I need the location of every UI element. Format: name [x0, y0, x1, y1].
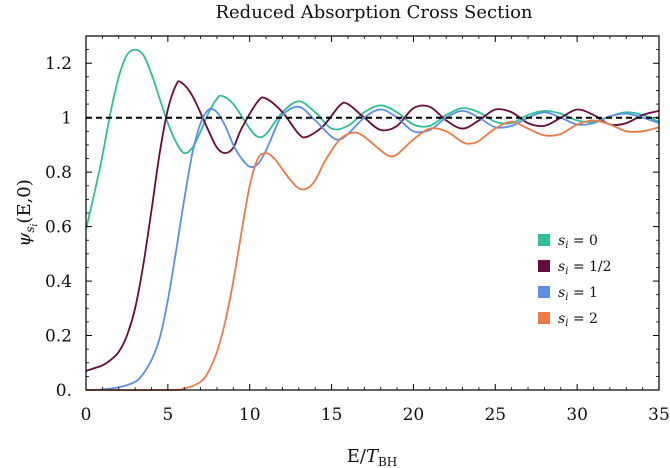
series-line-3	[85, 119, 660, 392]
y-tick-label: 1.2	[45, 54, 72, 74]
legend-swatch-0	[538, 234, 550, 246]
y-tick-label: 1	[61, 109, 72, 129]
y-tick-label: 0.6	[45, 218, 72, 238]
x-tick-label: 25	[484, 405, 506, 425]
y-axis-ticks: 0. 0.2 0.4 0.6 0.8 1 1.2	[45, 49, 659, 401]
legend-label-2: si = 1	[558, 285, 598, 303]
x-tick-label: 30	[566, 405, 588, 425]
y-tick-label: 0.2	[45, 327, 72, 347]
x-tick-label: 0	[81, 405, 92, 425]
x-tick-label: 15	[321, 405, 343, 425]
plot-frame	[85, 35, 660, 391]
chart-title: Reduced Absorption Cross Section	[215, 2, 532, 23]
x-tick-label: 35	[648, 405, 670, 425]
x-tick-label: 5	[162, 405, 173, 425]
y-tick-label: 0.4	[45, 272, 72, 292]
y-tick-label: 0.8	[45, 163, 72, 183]
legend-label-3: si = 2	[558, 311, 598, 329]
x-axis-label: E/TBH	[347, 446, 398, 468]
x-axis-ticks: 0 5 10 15 20 25 30 35	[81, 36, 670, 425]
x-tick-label: 10	[239, 405, 261, 425]
legend-label-0: si = 0	[558, 233, 598, 251]
legend-swatch-2	[538, 286, 550, 298]
series-line-0	[85, 48, 660, 230]
legend-label-1: si = 1/2	[558, 259, 612, 277]
plot-lines	[85, 48, 660, 392]
x-tick-label: 20	[403, 405, 425, 425]
y-axis-label: ψsi(E,0)	[14, 179, 40, 247]
y-tick-label: 0.	[56, 381, 72, 401]
series-line-1	[85, 80, 660, 372]
series-line-2	[85, 105, 660, 391]
legend: si = 0 si = 1/2 si = 1 si = 2	[538, 233, 612, 329]
legend-swatch-3	[538, 312, 550, 324]
legend-swatch-1	[538, 260, 550, 272]
